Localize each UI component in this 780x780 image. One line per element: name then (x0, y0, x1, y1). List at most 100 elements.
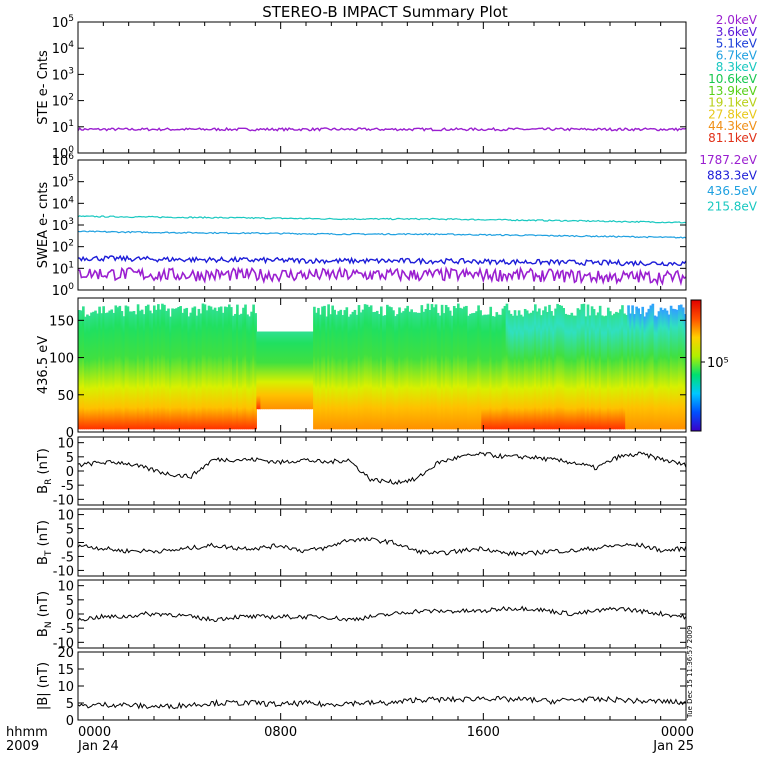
heatmap-cell (384, 315, 387, 430)
heatmap-cell (477, 305, 480, 430)
heatmap-cell (420, 305, 424, 430)
heatmap-cell (503, 305, 507, 430)
heatmap-cell (132, 311, 136, 430)
heatmap-cell (321, 306, 324, 430)
heatmap-cell (499, 314, 503, 430)
footer-unit: hhmm (6, 725, 48, 740)
legend-entry: 44.3keV (708, 119, 758, 133)
legend-entry: 19.1keV (708, 96, 758, 110)
heatmap-cell (540, 315, 543, 430)
heatmap-cell (653, 315, 657, 430)
heatmap-cell (242, 307, 245, 430)
heatmap-cell (513, 310, 517, 430)
colorbar-label: 10⁵ (707, 356, 729, 371)
heatmap-cell (645, 312, 649, 430)
heatmap-cell (663, 308, 667, 430)
y-tick-label: 105 (52, 14, 74, 31)
heatmap-cell (258, 331, 261, 410)
heatmap-cell (582, 303, 586, 430)
heatmap-cell (604, 315, 608, 430)
heatmap-cell (262, 331, 266, 410)
heatmap-cell (386, 304, 389, 430)
heatmap-cell (432, 307, 436, 430)
series-line (78, 265, 686, 287)
heatmap-cell (659, 307, 663, 430)
series-line (78, 605, 686, 623)
heatmap-cell (114, 305, 118, 430)
heatmap-cell (568, 314, 572, 430)
heatmap-cell (515, 315, 519, 430)
y-axis-label: STE e- Cnts (36, 50, 51, 125)
heatmap-cell (655, 316, 659, 430)
heatmap-cell (365, 304, 369, 430)
heatmap-cell (625, 314, 628, 430)
heatmap-cell (246, 314, 249, 430)
heatmap-cell (339, 309, 343, 430)
heatmap-cell (667, 314, 671, 430)
heatmap-cell (414, 312, 418, 430)
heatmap-cell (238, 314, 241, 430)
heatmap-cell (534, 304, 537, 430)
heatmap-cell (140, 309, 144, 430)
heatmap-cell (311, 331, 314, 410)
heatmap-cell (181, 312, 184, 430)
heatmap-cell (163, 304, 166, 430)
legend-entry: 3.6keV (716, 25, 758, 39)
heatmap-cell (108, 310, 112, 430)
series-group (78, 695, 686, 710)
heatmap-cell (426, 303, 430, 430)
heatmap-cell (450, 315, 454, 430)
heatmap-cell (377, 314, 381, 430)
legend-entry: 27.8keV (708, 107, 758, 121)
heatmap-cell (234, 313, 237, 430)
heatmap-cell (382, 315, 385, 430)
heatmap-cell (201, 303, 205, 430)
heatmap-cell (363, 304, 367, 430)
heatmap-cell (446, 307, 450, 430)
series-group (78, 536, 686, 557)
heatmap-cell (613, 313, 616, 430)
heatmap-cell (323, 305, 326, 430)
heatmap-cell (649, 305, 653, 430)
heatmap-cell (631, 305, 634, 430)
heatmap-cell (602, 316, 606, 430)
y-tick-label: 100 (52, 282, 75, 299)
heatmap-cell (647, 308, 651, 430)
y-tick-label: 15 (57, 663, 74, 678)
heatmap-cell (681, 307, 685, 430)
heatmap-cell (677, 305, 681, 430)
heatmap-cell (621, 305, 624, 430)
heatmap-cell (430, 304, 434, 430)
y-tick-label: 103 (52, 66, 74, 83)
heatmap-cell (155, 309, 158, 430)
heatmap-cell (436, 312, 440, 430)
heatmap-cell (270, 331, 274, 410)
heatmap-cell (152, 305, 156, 430)
heatmap-cell (527, 313, 531, 430)
heatmap-cell (280, 331, 284, 410)
y-tick-label: 0 (66, 465, 74, 480)
heatmap-cell (185, 307, 189, 430)
heatmap-cell (171, 308, 174, 430)
heatmap-cell (106, 312, 109, 430)
y-tick-label: 102 (52, 239, 74, 256)
heatmap-cell (302, 331, 306, 410)
heatmap-cell (511, 315, 515, 430)
heatmap-cell (341, 315, 345, 430)
heatmap-cell (544, 306, 547, 430)
heatmap-cell (313, 306, 316, 430)
heatmap-cell (521, 316, 525, 430)
heatmap-cell (448, 310, 452, 430)
heatmap-cell (203, 304, 207, 430)
colorbar-scale (690, 299, 702, 432)
y-tick-label: -10 (53, 564, 74, 579)
heatmap-cell (412, 312, 416, 430)
heatmap-cell (333, 309, 336, 430)
heatmap-cell (260, 331, 264, 410)
heatmap-cell (606, 307, 610, 430)
heatmap-cell (195, 315, 199, 430)
panel-frame (77, 508, 687, 577)
